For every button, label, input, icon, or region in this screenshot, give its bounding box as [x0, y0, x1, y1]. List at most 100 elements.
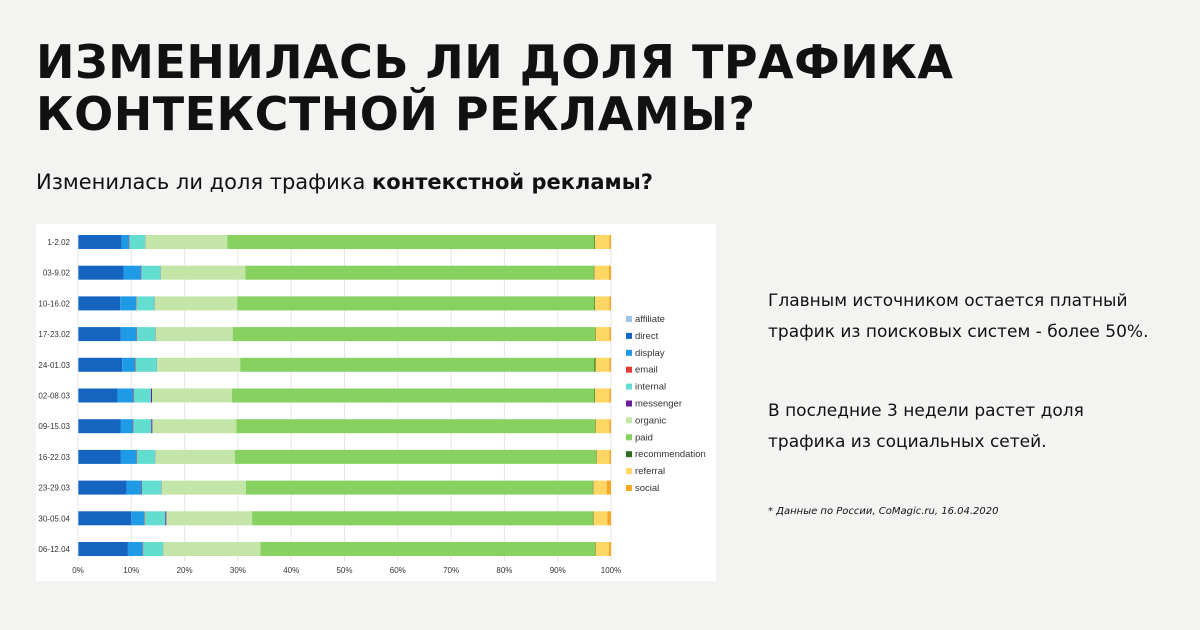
- bar-segment-affiliate: [78, 419, 79, 434]
- bar-segment-paid: [232, 388, 595, 403]
- bar-segment-affiliate: [78, 480, 79, 495]
- bar-segment-direct: [78, 265, 124, 280]
- legend-swatch-paid: [626, 434, 632, 441]
- bar-segment-referral: [595, 327, 610, 342]
- bar-segment-affiliate: [78, 511, 79, 526]
- source-note: * Данные по России, CoMagic.ru, 16.04.20…: [768, 506, 999, 517]
- bar-segment-email: [133, 419, 134, 434]
- category-label: 24-01.03: [38, 361, 70, 370]
- category-label: 30-05.04: [38, 514, 70, 523]
- bar-segment-messenger: [165, 511, 167, 526]
- bar-segment-internal: [143, 542, 163, 556]
- bar-segment-email: [141, 480, 143, 495]
- legend-swatch-recommendation: [626, 451, 632, 458]
- x-tick-label: 50%: [336, 566, 352, 575]
- legend-label-email: email: [635, 365, 658, 376]
- bar-segment-organic: [152, 388, 233, 403]
- bar-segment-internal: [136, 296, 155, 311]
- bar-segment-recommendation: [596, 449, 597, 464]
- category-label: 16-22.03: [38, 453, 70, 462]
- legend-label-messenger: messenger: [635, 399, 682, 410]
- bar-segment-organic: [163, 542, 261, 556]
- legend-label-social: social: [635, 483, 659, 494]
- bar-segment-social: [607, 511, 611, 526]
- bar-segment-display: [122, 357, 136, 372]
- legend-swatch-display: [626, 349, 632, 356]
- chart-card: 0% 10% 20% 30% 40% 50% 60% 70% 80% 90% 100% 1-2.02 0…: [36, 224, 716, 581]
- x-tick-label: 10%: [123, 566, 139, 575]
- bar-segment-internal: [141, 265, 161, 280]
- bar-segment-affiliate: [78, 327, 79, 342]
- legend-swatch-affiliate: [626, 316, 632, 322]
- bar-segment-social: [606, 480, 611, 495]
- bar-segment-display: [120, 327, 137, 342]
- bar-segment-recommendation: [595, 327, 596, 342]
- bar-segment-display: [123, 265, 142, 280]
- bar-segment-social: [608, 265, 611, 280]
- bar-segment-referral: [595, 388, 610, 403]
- bar-segment-direct: [78, 542, 128, 556]
- subtitle-highlight: контекстной рекламы?: [372, 170, 653, 194]
- bar-segment-email: [141, 265, 142, 280]
- legend-label-direct: direct: [635, 331, 659, 342]
- bar-segment-display: [127, 542, 143, 556]
- bar-segment-internal: [136, 449, 156, 464]
- bar-segment-social: [609, 357, 611, 372]
- bar-segment-direct: [78, 480, 127, 495]
- bar-segment-referral: [595, 357, 610, 372]
- bar-segment-email: [136, 327, 138, 342]
- bar-segment-referral: [593, 511, 608, 526]
- stacked-bar-chart: 0% 10% 20% 30% 40% 50% 60% 70% 80% 90% 100% 1-2.02 0…: [38, 235, 706, 575]
- bar-segment-email: [135, 357, 136, 372]
- bar-segment-email: [144, 511, 145, 526]
- legend-label-organic: organic: [635, 415, 666, 426]
- subtitle-prefix: Изменилась ли доля трафика: [36, 170, 373, 194]
- legend-label-recommendation: recommendation: [635, 449, 706, 460]
- bar-segment-organic: [157, 357, 241, 372]
- legend-label-display: display: [635, 348, 665, 359]
- bar-segment-recommendation: [594, 296, 596, 311]
- bar-segment-paid: [252, 511, 593, 526]
- bar-segment-display: [120, 419, 134, 434]
- category-label: 17-23.02: [38, 330, 70, 339]
- bar-segment-direct: [78, 449, 121, 464]
- category-label: 03-9.02: [43, 269, 71, 278]
- bar-segment-paid: [237, 296, 595, 311]
- bar-segment-referral: [595, 419, 610, 434]
- x-tick-label: 40%: [283, 566, 299, 575]
- bar-segment-display: [117, 388, 134, 403]
- bar-segment-referral: [595, 296, 610, 311]
- bar-segment-internal: [133, 388, 152, 403]
- bar-segment-social: [608, 542, 611, 556]
- bar-segment-social: [609, 327, 611, 342]
- bar-segment-organic: [166, 511, 253, 526]
- bar-segment-direct: [78, 419, 121, 434]
- category-label: 09-15.03: [38, 422, 70, 431]
- bar-segment-messenger: [151, 388, 153, 403]
- bar-segment-display: [126, 480, 142, 495]
- bar-segment-affiliate: [78, 235, 79, 249]
- category-label: 02-08.03: [38, 392, 70, 401]
- bar-segment-affiliate: [78, 265, 79, 280]
- bar-segment-organic: [160, 265, 246, 280]
- bar-segment-display: [120, 296, 137, 311]
- bar-segment-affiliate: [78, 357, 79, 372]
- legend-swatch-direct: [626, 332, 632, 339]
- bar-segment-display: [131, 511, 145, 526]
- legend-swatch-email: [626, 366, 632, 373]
- bar-segment-social: [609, 449, 611, 464]
- bar-segment-internal: [137, 327, 156, 342]
- bar-segment-recommendation: [592, 480, 594, 495]
- bar-segment-internal: [135, 357, 157, 372]
- x-tick-label: 100%: [601, 566, 621, 575]
- bar-segment-referral: [596, 449, 610, 464]
- bar-segment-social: [609, 419, 611, 434]
- bar-segment-organic: [161, 480, 246, 495]
- bar-segment-social: [609, 388, 611, 403]
- bar-segment-social: [609, 235, 611, 249]
- subtitle: Изменилась ли доля трафика контекстной р…: [36, 168, 653, 196]
- bar-segment-affiliate: [78, 296, 79, 311]
- bar-segment-affiliate: [78, 388, 79, 403]
- bar-segment-social: [609, 296, 611, 311]
- x-tick-label: 20%: [177, 566, 193, 575]
